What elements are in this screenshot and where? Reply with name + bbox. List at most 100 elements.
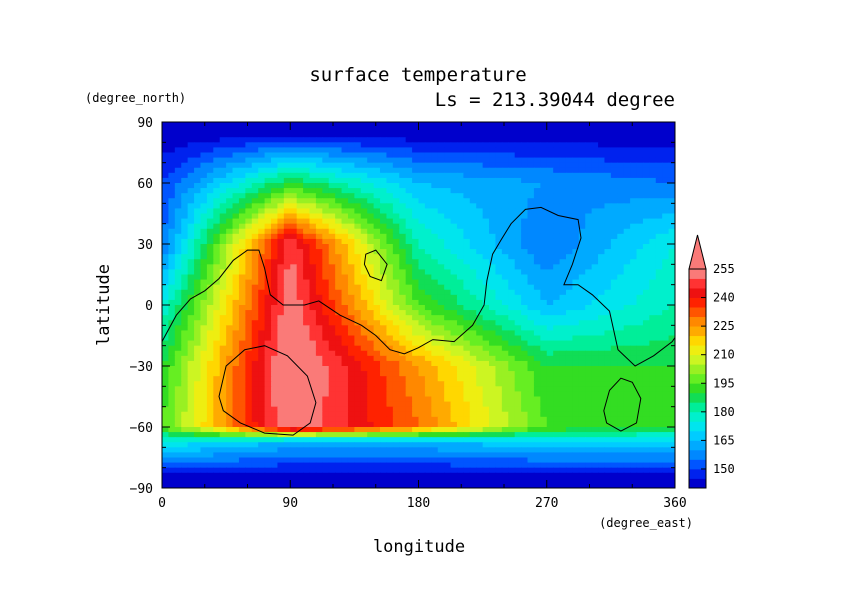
field-cell bbox=[431, 269, 439, 276]
field-cell bbox=[335, 330, 343, 337]
field-cell bbox=[668, 167, 675, 174]
field-cell bbox=[418, 366, 426, 372]
field-cell bbox=[296, 401, 304, 408]
field-cell bbox=[162, 330, 170, 337]
field-cell bbox=[546, 244, 554, 250]
field-cell bbox=[482, 386, 490, 393]
field-cell bbox=[168, 213, 176, 220]
field-cell bbox=[328, 137, 336, 143]
field-cell bbox=[463, 355, 471, 362]
field-cell bbox=[553, 132, 561, 138]
field-cell bbox=[642, 355, 650, 362]
field-cell bbox=[623, 310, 631, 316]
field-cell bbox=[380, 432, 388, 438]
field-cell bbox=[181, 386, 189, 393]
field-cell bbox=[636, 411, 644, 418]
field-cell bbox=[533, 427, 541, 433]
field-cell bbox=[174, 218, 182, 225]
field-cell bbox=[264, 416, 272, 423]
field-cell bbox=[565, 183, 573, 189]
field-cell bbox=[617, 132, 625, 138]
field-cell bbox=[303, 208, 311, 215]
field-cell bbox=[360, 340, 368, 347]
field-cell bbox=[347, 421, 355, 428]
field-cell bbox=[636, 183, 644, 189]
field-cell bbox=[277, 432, 285, 438]
field-cell bbox=[181, 432, 189, 438]
field-cell bbox=[553, 127, 561, 133]
field-cell bbox=[482, 294, 490, 301]
field-cell bbox=[168, 162, 176, 169]
field-cell bbox=[655, 421, 663, 428]
field-cell bbox=[264, 432, 272, 438]
field-cell bbox=[521, 264, 529, 271]
field-cell bbox=[572, 264, 580, 271]
field-cell bbox=[610, 416, 618, 423]
field-cell bbox=[226, 437, 234, 443]
field-cell bbox=[194, 127, 202, 133]
field-cell bbox=[347, 360, 355, 367]
field-cell bbox=[469, 325, 477, 332]
field-cell bbox=[585, 274, 593, 281]
field-cell bbox=[219, 366, 227, 372]
field-cell bbox=[604, 274, 612, 281]
field-cell bbox=[559, 427, 567, 433]
field-cell bbox=[642, 427, 650, 433]
field-cell bbox=[514, 294, 522, 301]
field-cell bbox=[591, 350, 599, 357]
field-cell bbox=[469, 208, 477, 215]
field-cell bbox=[174, 132, 182, 138]
field-cell bbox=[469, 188, 477, 194]
field-cell bbox=[668, 157, 675, 164]
field-cell bbox=[418, 340, 426, 347]
field-cell bbox=[463, 203, 471, 210]
field-cell bbox=[456, 259, 464, 265]
field-cell bbox=[482, 371, 490, 377]
field-cell bbox=[450, 355, 458, 362]
field-cell bbox=[482, 188, 490, 194]
field-cell bbox=[642, 416, 650, 423]
field-cell bbox=[264, 188, 272, 194]
field-cell bbox=[315, 411, 323, 418]
field-cell bbox=[367, 127, 375, 133]
field-cell bbox=[309, 228, 317, 235]
field-cell bbox=[501, 305, 509, 311]
field-cell bbox=[642, 259, 650, 265]
field-cell bbox=[431, 432, 439, 438]
field-cell bbox=[380, 310, 388, 316]
field-cell bbox=[521, 355, 529, 362]
field-cell bbox=[206, 432, 214, 438]
field-cell bbox=[226, 386, 234, 393]
field-cell bbox=[213, 371, 221, 377]
field-cell bbox=[206, 360, 214, 367]
field-cell bbox=[162, 310, 170, 316]
field-cell bbox=[226, 254, 234, 260]
field-cell bbox=[303, 381, 311, 387]
field-cell bbox=[437, 396, 445, 403]
field-cell bbox=[604, 325, 612, 332]
field-cell bbox=[206, 355, 214, 362]
field-cell bbox=[399, 162, 407, 169]
field-cell bbox=[303, 274, 311, 281]
field-cell bbox=[335, 167, 343, 174]
field-cell bbox=[181, 391, 189, 398]
field-cell bbox=[347, 376, 355, 382]
field-cell bbox=[162, 167, 170, 174]
field-cell bbox=[341, 162, 349, 169]
field-cell bbox=[489, 432, 497, 438]
field-cell bbox=[412, 203, 420, 210]
field-cell bbox=[437, 167, 445, 174]
field-cell bbox=[296, 284, 304, 291]
field-cell bbox=[450, 142, 458, 149]
field-cell bbox=[514, 315, 522, 321]
field-cell bbox=[258, 193, 266, 199]
field-cell bbox=[508, 340, 516, 347]
field-cell bbox=[463, 228, 471, 235]
field-cell bbox=[341, 142, 349, 149]
field-cell bbox=[604, 411, 612, 418]
field-cell bbox=[636, 376, 644, 382]
field-cell bbox=[598, 371, 606, 377]
field-cell bbox=[386, 340, 394, 347]
field-cell bbox=[347, 172, 355, 179]
field-cell bbox=[386, 172, 394, 179]
